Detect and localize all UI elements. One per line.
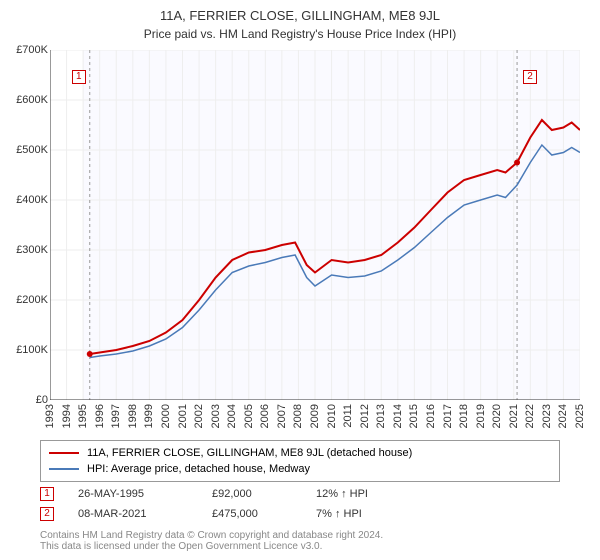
legend-swatch xyxy=(49,468,79,470)
footer-line: Contains HM Land Registry data © Crown c… xyxy=(40,530,383,541)
x-tick-label: 2007 xyxy=(276,404,288,428)
footer-line: This data is licensed under the Open Gov… xyxy=(40,541,383,552)
x-tick-label: 2023 xyxy=(541,404,553,428)
x-tick-label: 2008 xyxy=(292,404,304,428)
x-tick-label: 2022 xyxy=(524,404,536,428)
x-tick-label: 1993 xyxy=(44,404,56,428)
x-tick-label: 2015 xyxy=(408,404,420,428)
marker-hpi-diff: 12% ↑ HPI xyxy=(316,488,406,500)
x-tick-label: 2011 xyxy=(342,404,354,428)
x-tick-label: 2016 xyxy=(425,404,437,428)
x-tick-label: 1999 xyxy=(143,404,155,428)
x-tick-label: 2004 xyxy=(226,404,238,428)
price-marker: 2 xyxy=(523,70,537,84)
x-tick-label: 1996 xyxy=(94,404,106,428)
x-tick-label: 2010 xyxy=(326,404,338,428)
y-tick-label: £500K xyxy=(4,144,48,156)
x-tick-label: 2019 xyxy=(475,404,487,428)
x-tick-label: 2006 xyxy=(259,404,271,428)
legend-label: HPI: Average price, detached house, Medw… xyxy=(87,463,310,475)
chart-subtitle: Price paid vs. HM Land Registry's House … xyxy=(0,23,600,41)
marker-price: £475,000 xyxy=(212,508,292,520)
chart-container: 11A, FERRIER CLOSE, GILLINGHAM, ME8 9JL … xyxy=(0,0,600,560)
marker-table: 1 26-MAY-1995 £92,000 12% ↑ HPI 2 08-MAR… xyxy=(40,484,406,524)
chart-svg xyxy=(50,50,580,400)
y-tick-label: £600K xyxy=(4,94,48,106)
marker-table-row: 2 08-MAR-2021 £475,000 7% ↑ HPI xyxy=(40,504,406,524)
x-tick-label: 1995 xyxy=(77,404,89,428)
chart-plot-area xyxy=(50,50,580,400)
x-tick-label: 2001 xyxy=(177,404,189,428)
y-tick-label: £200K xyxy=(4,294,48,306)
x-tick-label: 2003 xyxy=(210,404,222,428)
marker-price: £92,000 xyxy=(212,488,292,500)
legend-item: 11A, FERRIER CLOSE, GILLINGHAM, ME8 9JL … xyxy=(49,445,551,461)
footer-attribution: Contains HM Land Registry data © Crown c… xyxy=(40,530,383,552)
y-tick-label: £100K xyxy=(4,344,48,356)
x-tick-label: 1998 xyxy=(127,404,139,428)
x-tick-label: 2002 xyxy=(193,404,205,428)
marker-badge: 2 xyxy=(40,507,54,521)
legend-item: HPI: Average price, detached house, Medw… xyxy=(49,461,551,477)
marker-date: 08-MAR-2021 xyxy=(78,508,188,520)
marker-badge: 1 xyxy=(40,487,54,501)
x-tick-label: 1997 xyxy=(110,404,122,428)
y-tick-label: £700K xyxy=(4,44,48,56)
x-tick-label: 2021 xyxy=(508,404,520,428)
x-tick-label: 2024 xyxy=(557,404,569,428)
legend: 11A, FERRIER CLOSE, GILLINGHAM, ME8 9JL … xyxy=(40,440,560,482)
x-tick-label: 2009 xyxy=(309,404,321,428)
x-tick-label: 2017 xyxy=(442,404,454,428)
x-tick-label: 2018 xyxy=(458,404,470,428)
legend-swatch xyxy=(49,452,79,454)
x-tick-label: 1994 xyxy=(61,404,73,428)
y-tick-label: £0 xyxy=(4,394,48,406)
price-marker: 1 xyxy=(72,70,86,84)
x-tick-label: 2000 xyxy=(160,404,172,428)
marker-hpi-diff: 7% ↑ HPI xyxy=(316,508,406,520)
x-tick-label: 2025 xyxy=(574,404,586,428)
x-tick-label: 2005 xyxy=(243,404,255,428)
y-tick-label: £300K xyxy=(4,244,48,256)
x-tick-label: 2013 xyxy=(375,404,387,428)
x-tick-label: 2020 xyxy=(491,404,503,428)
marker-date: 26-MAY-1995 xyxy=(78,488,188,500)
x-tick-label: 2014 xyxy=(392,404,404,428)
legend-label: 11A, FERRIER CLOSE, GILLINGHAM, ME8 9JL … xyxy=(87,447,412,459)
x-tick-label: 2012 xyxy=(359,404,371,428)
chart-title: 11A, FERRIER CLOSE, GILLINGHAM, ME8 9JL xyxy=(0,0,600,23)
y-tick-label: £400K xyxy=(4,194,48,206)
marker-table-row: 1 26-MAY-1995 £92,000 12% ↑ HPI xyxy=(40,484,406,504)
